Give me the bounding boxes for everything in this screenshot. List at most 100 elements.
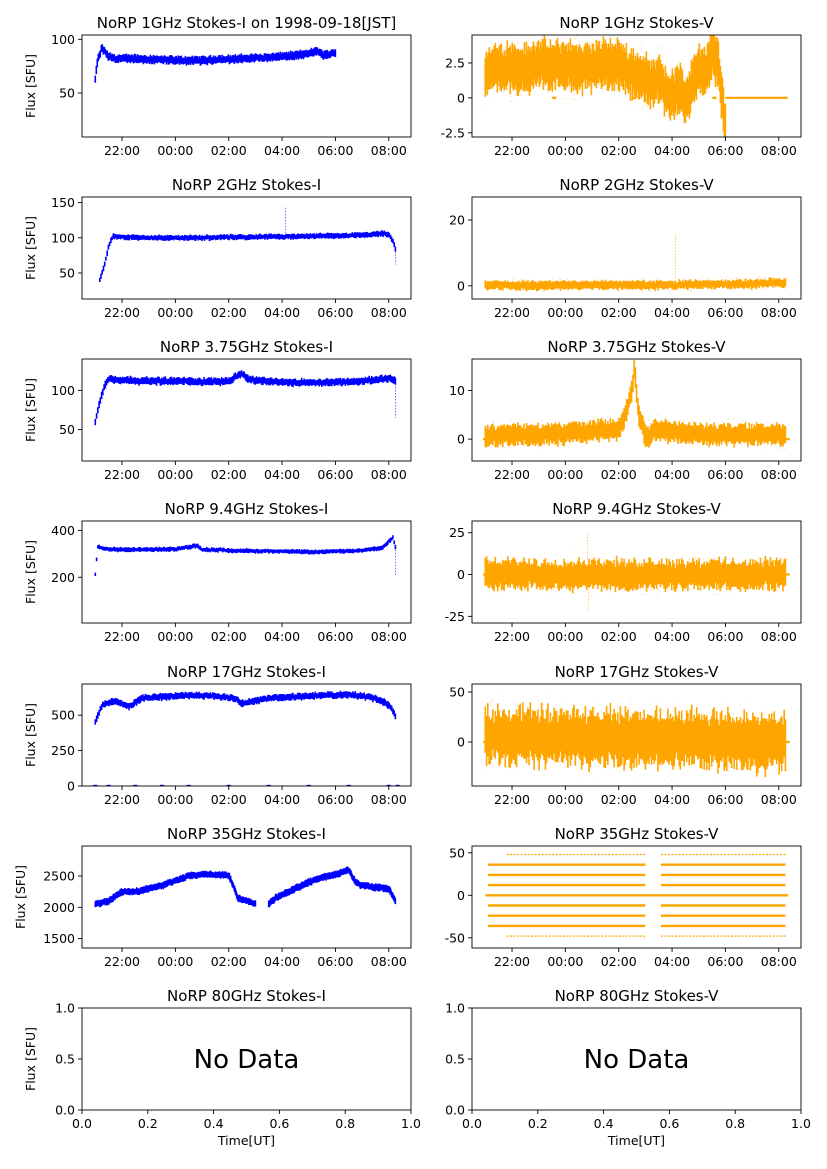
y-axis-label: Flux [SFU] <box>23 1027 38 1091</box>
x-tick-label: 02:00 <box>211 305 247 320</box>
y-tick-label: 50 <box>449 685 465 700</box>
x-tick-label: 22:00 <box>494 629 530 644</box>
panel-title: NoRP 35GHz Stokes-I <box>167 825 326 843</box>
data-marks <box>94 44 337 83</box>
data-marks <box>483 534 790 612</box>
dot-8 <box>306 784 311 786</box>
x-tick-label: 04:00 <box>264 467 300 482</box>
y-tick-label: 0 <box>457 735 465 750</box>
dot-6 <box>226 784 231 786</box>
series-trace-1 <box>484 702 787 778</box>
data-marks <box>483 694 790 784</box>
panel-11: NoRP 35GHz Stokes-I 1500 2000 2500 22:00 00:0… <box>13 825 412 969</box>
x-tick-label: 08:00 <box>371 792 407 807</box>
x-tick-label: 08:00 <box>371 305 407 320</box>
y-tick-label: -2.5 <box>441 125 465 140</box>
x-tick-label: 04:00 <box>654 629 690 644</box>
dot-1 <box>93 784 98 786</box>
x-tick-label: 04:00 <box>654 467 690 482</box>
axes-frame <box>81 34 412 138</box>
x-tick-label: 08:00 <box>761 954 797 969</box>
dot-9 <box>346 784 351 786</box>
x-tick-label: 08:00 <box>371 954 407 969</box>
x-tick-label: 22:00 <box>494 143 530 158</box>
x-tick-label: 08:00 <box>761 143 797 158</box>
x-tick-label: 06:00 <box>707 143 743 158</box>
axes-frame <box>471 683 802 787</box>
y-tick-label: 150 <box>51 195 75 210</box>
axes-frame <box>471 845 802 949</box>
panel-7: NoRP 9.4GHz Stokes-I 200 400 22:00 00:00 02:0… <box>23 500 412 644</box>
x-tick-label: 1.0 <box>401 1116 421 1131</box>
x-tick-label: 02:00 <box>211 954 247 969</box>
x-tick-label: 00:00 <box>157 305 193 320</box>
y-tick-label: 50 <box>59 265 75 280</box>
x-tick-label: 02:00 <box>601 792 637 807</box>
panel-title: NoRP 80GHz Stokes-I <box>167 987 326 1005</box>
data-marks <box>94 370 397 426</box>
x-tick-label: 22:00 <box>494 792 530 807</box>
y-tick-label: 100 <box>51 383 75 398</box>
x-tick-label: 02:00 <box>211 629 247 644</box>
series-trace-1 <box>94 535 397 576</box>
panel-title: NoRP 9.4GHz Stokes-I <box>165 500 329 518</box>
x-tick-label: 04:00 <box>264 305 300 320</box>
x-tick-label: 22:00 <box>494 467 530 482</box>
x-tick-label: 06:00 <box>317 143 353 158</box>
x-tick-label: 00:00 <box>547 305 583 320</box>
x-tick-label: 0.4 <box>204 1116 224 1131</box>
x-tick-label: 0.8 <box>725 1116 745 1131</box>
y-tick-label: 0.0 <box>445 1103 465 1118</box>
data-marks <box>94 866 397 908</box>
y-tick-label: 25 <box>449 525 465 540</box>
series-trace-1 <box>484 277 787 292</box>
x-tick-label: 06:00 <box>317 792 353 807</box>
x-tick-label: 04:00 <box>264 629 300 644</box>
dot-11 <box>395 784 400 786</box>
panel-title: NoRP 2GHz Stokes-I <box>172 176 321 194</box>
y-tick-label: 1.0 <box>55 1001 75 1016</box>
x-tick-label: 08:00 <box>371 143 407 158</box>
x-tick-label: 22:00 <box>494 954 530 969</box>
series-trace-1 <box>484 359 787 448</box>
y-tick-label: 100 <box>51 32 75 47</box>
panel-4: NoRP 2GHz Stokes-V 0 20 22:00 00:00 02:00 04:0… <box>449 176 802 320</box>
x-tick-label: 00:00 <box>547 467 583 482</box>
axes-frame <box>471 196 802 300</box>
panel-2: NoRP 1GHz Stokes-V -2.5 0 2.5 22:00 00:00 02:0… <box>441 14 802 158</box>
x-tick-label: 22:00 <box>104 305 140 320</box>
y-tick-label: 0.5 <box>445 1052 465 1067</box>
y-tick-label: 0 <box>457 90 465 105</box>
dot-4 <box>160 784 165 786</box>
panel-14: No Data NoRP 80GHz Stokes-V 0.0 0.5 1.0 0.0 0.… <box>445 987 811 1148</box>
x-axis-label: Time[UT] <box>217 1133 275 1148</box>
x-tick-label: 02:00 <box>601 305 637 320</box>
y-tick-label: 0.0 <box>55 1103 75 1118</box>
x-tick-label: 0.6 <box>659 1116 679 1131</box>
panel-title: NoRP 1GHz Stokes-I on 1998-09-18[JST] <box>97 14 397 32</box>
x-tick-label: 22:00 <box>104 629 140 644</box>
x-tick-label: 02:00 <box>211 467 247 482</box>
y-tick-label: 400 <box>51 523 75 538</box>
series-trace-1 <box>484 555 787 594</box>
panel-6: NoRP 3.75GHz Stokes-V 0 10 22:00 00:00 02:00 0… <box>449 338 802 482</box>
x-tick-label: 08:00 <box>761 792 797 807</box>
y-tick-label: 200 <box>51 570 75 585</box>
x-tick-label: 0.2 <box>138 1116 158 1131</box>
y-tick-label: 2500 <box>43 869 75 884</box>
y-tick-label: 0 <box>457 888 465 903</box>
axes-frame <box>471 358 802 462</box>
y-axis-label: Flux [SFU] <box>23 216 38 280</box>
panel-8: NoRP 9.4GHz Stokes-V -25 0 25 22:00 00:00 02:0… <box>445 500 802 644</box>
panel-10: NoRP 17GHz Stokes-V 0 50 22:00 00:00 02:00 04:… <box>449 663 802 807</box>
panel-title: NoRP 2GHz Stokes-V <box>559 176 714 194</box>
series-trace-1 <box>94 370 397 426</box>
x-tick-label: 02:00 <box>211 792 247 807</box>
x-tick-label: 04:00 <box>264 143 300 158</box>
y-axis-label: Flux [SFU] <box>23 54 38 118</box>
series-trace-1 <box>94 870 257 908</box>
axes-frame <box>81 683 412 787</box>
x-tick-label: 06:00 <box>707 629 743 644</box>
dot-7 <box>266 784 271 786</box>
y-tick-label: 100 <box>51 230 75 245</box>
